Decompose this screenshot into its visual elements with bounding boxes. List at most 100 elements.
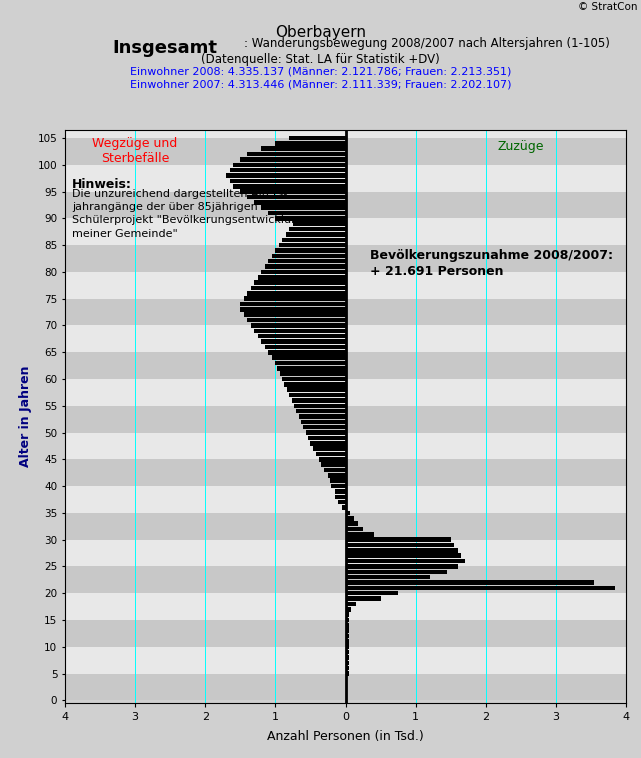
Bar (285, 382, 345, 387)
Bar (240, 190, 345, 194)
Bar (265, 345, 345, 349)
Bar (272, 254, 345, 258)
Text: Wegzüge und
Sterbefälle: Wegzüge und Sterbefälle (92, 137, 178, 165)
Bar (345, 532, 374, 537)
Bar (316, 452, 345, 456)
Bar (65, 459, 626, 486)
Bar (65, 566, 626, 594)
Text: Zuzüge: Zuzüge (497, 139, 544, 152)
Bar (65, 245, 626, 272)
Bar (345, 597, 381, 601)
Bar (345, 618, 349, 622)
Bar (229, 179, 345, 183)
Text: Oberbayern: Oberbayern (275, 25, 366, 40)
Bar (321, 462, 345, 467)
Bar (269, 259, 345, 264)
Bar (279, 243, 345, 247)
Bar (65, 406, 626, 433)
Text: © StratCon: © StratCon (578, 2, 638, 12)
Bar (280, 371, 345, 376)
Bar (272, 356, 345, 360)
Bar (65, 647, 626, 674)
Bar (251, 323, 345, 327)
Bar (345, 660, 349, 665)
Bar (65, 486, 626, 513)
Bar (283, 377, 345, 381)
Bar (286, 232, 345, 236)
Bar (247, 152, 345, 156)
Bar (294, 403, 345, 408)
Bar (283, 237, 345, 242)
Bar (335, 494, 345, 499)
Bar (244, 312, 345, 317)
Bar (240, 302, 345, 306)
Bar (319, 457, 345, 462)
Bar (345, 586, 615, 590)
Bar (303, 425, 345, 430)
Bar (289, 227, 345, 231)
Bar (335, 489, 345, 493)
Bar (293, 221, 345, 226)
Bar (345, 516, 354, 521)
Bar (345, 639, 349, 644)
Bar (247, 195, 345, 199)
Bar (310, 441, 345, 446)
Bar (262, 340, 345, 344)
Bar (345, 623, 349, 628)
Text: Einwohner 2007: 4.313.446 (Männer: 2.111.339; Frauen: 2.202.107): Einwohner 2007: 4.313.446 (Männer: 2.111… (129, 80, 512, 89)
Text: + 21.691 Personen: + 21.691 Personen (370, 265, 504, 278)
Text: Die unzureichend dargestellten Alters-
jahrangänge der über 85jährigen führten z: Die unzureichend dargestellten Alters- j… (72, 189, 330, 239)
Text: Einwohner 2008: 4.335.137 (Männer: 2.121.786; Frauen: 2.213.351): Einwohner 2008: 4.335.137 (Männer: 2.121… (130, 67, 511, 77)
Bar (269, 350, 345, 355)
Bar (276, 248, 345, 252)
Bar (330, 478, 345, 483)
Bar (65, 138, 626, 164)
Bar (292, 398, 345, 402)
Bar (240, 157, 345, 161)
Bar (289, 136, 345, 140)
Bar (276, 141, 345, 146)
Bar (345, 537, 451, 542)
Bar (331, 484, 345, 488)
Bar (345, 548, 458, 553)
Bar (262, 270, 345, 274)
Bar (65, 192, 626, 218)
Bar (345, 591, 398, 596)
Bar (262, 146, 345, 151)
Bar (258, 275, 345, 280)
Bar (258, 334, 345, 339)
Bar (342, 506, 345, 510)
Bar (301, 420, 345, 424)
Bar (299, 414, 345, 418)
Bar (65, 513, 626, 540)
Bar (345, 522, 358, 526)
Bar (265, 265, 345, 269)
Bar (345, 612, 349, 617)
Bar (65, 540, 626, 566)
Bar (308, 436, 345, 440)
Bar (244, 296, 345, 301)
Bar (345, 655, 349, 659)
Bar (276, 216, 345, 221)
Bar (65, 272, 626, 299)
Bar (226, 174, 345, 178)
Bar (328, 473, 345, 478)
Bar (306, 431, 345, 435)
Bar (65, 433, 626, 459)
Bar (345, 564, 458, 568)
Bar (278, 366, 345, 371)
Text: (Datenquelle: Stat. LA für Statistik +DV): (Datenquelle: Stat. LA für Statistik +DV… (201, 53, 440, 66)
Bar (288, 393, 345, 397)
Bar (345, 628, 349, 633)
Bar (345, 602, 356, 606)
Bar (65, 164, 626, 192)
Bar (65, 218, 626, 245)
Bar (345, 527, 363, 531)
Bar (233, 184, 345, 189)
Text: : Wanderungsbewegung 2008/2007 nach Altersjahren (1-105): : Wanderungsbewegung 2008/2007 nach Alte… (244, 37, 610, 50)
Bar (65, 352, 626, 379)
Text: Hinweis:: Hinweis: (72, 178, 132, 191)
Bar (65, 299, 626, 325)
Bar (345, 575, 429, 579)
Bar (247, 318, 345, 322)
